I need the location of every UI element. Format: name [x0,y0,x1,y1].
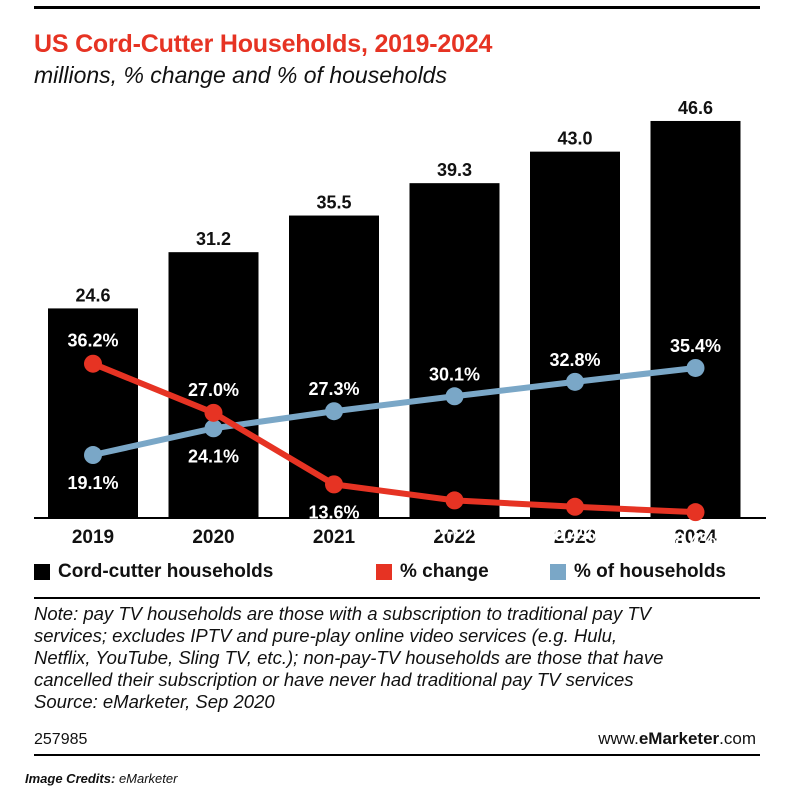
note-line: Note: pay TV households are those with a… [34,603,652,624]
bottom-rule [34,754,760,756]
bar-2023 [530,151,620,518]
x-tick-label: 2019 [72,527,114,548]
change-data-label: 10.6% [429,518,480,538]
share-data-label: 24.1% [188,446,239,466]
legend-swatch-change [376,564,392,580]
chart-plot: 24.6 31.2 35.5 39.3 43.0 46.6 2019 2020 2021 2022… [34,97,766,550]
brand-prefix: www. [598,729,639,748]
x-tick-label: 2021 [313,527,356,548]
chart-id: 257985 [34,731,88,748]
x-tick-label: 2022 [433,527,475,548]
legend-label-change: % change [400,561,489,582]
chart-title: US Cord-Cutter Households, 2019-2024 [34,30,493,58]
legend-label-share: % of households [574,561,726,582]
share-point-2023 [566,372,584,391]
brand-url[interactable]: www.eMarketer.com [598,729,756,749]
share-point-2020 [204,419,223,438]
legend: Cord-cutter households % change % of hou… [34,561,764,585]
x-tick-label: 2020 [192,527,234,548]
bar-2021 [289,215,379,519]
legend-item-bars: Cord-cutter households [34,561,273,583]
credits-label: Image Credits: [25,771,116,786]
share-point-2021 [325,402,343,421]
chart-note: Note: pay TV households are those with a… [34,603,764,713]
top-rule [34,6,760,9]
bar-value-label: 24.6 [75,285,110,305]
change-data-label: 13.6% [308,502,359,522]
note-rule [34,597,760,599]
share-data-label: 19.1% [67,473,118,493]
change-data-label: 27.0% [188,380,239,400]
change-data-label: 8.4% [675,530,716,550]
change-point-2021 [325,475,343,494]
legend-swatch-share [550,564,566,580]
bar-2022 [409,183,500,518]
bar-2024 [650,120,741,518]
change-point-2023 [566,497,584,516]
x-tick-label: 2024 [674,527,717,548]
image-credits: Image Credits: eMarketer [25,771,177,786]
bar-value-label: 35.5 [316,193,351,213]
source-line: Source: eMarketer, Sep 2020 [34,691,275,712]
share-line [90,364,699,459]
change-data-label: 9.4% [554,525,595,545]
change-line [90,360,699,516]
share-point-2022 [445,387,464,406]
legend-item-change: % change [376,561,489,583]
note-line: Netflix, YouTube, Sling TV, etc.); non-p… [34,647,664,668]
credits-source: eMarketer [118,771,178,786]
bar-2020 [168,252,259,518]
bar-2019 [48,308,138,518]
change-point-2019 [84,354,102,373]
bar-value-label: 46.6 [678,98,713,118]
change-data-label: 36.2% [67,331,118,351]
legend-swatch-bars [34,564,50,580]
change-point-2022 [445,491,464,510]
share-point-2019 [84,446,102,465]
note-line: cancelled their subscription or have nev… [34,669,634,690]
brand-name: eMarketer [638,729,720,748]
legend-item-share: % of households [550,561,726,583]
share-data-label: 30.1% [429,364,480,384]
chart-subtitle: millions, % change and % of households [34,62,447,88]
bar-value-label: 39.3 [437,160,472,180]
share-data-label: 27.3% [308,379,359,399]
brand-suffix: .com [719,729,756,748]
change-point-2024 [686,503,705,522]
legend-label-bars: Cord-cutter households [58,561,274,582]
share-point-2024 [686,358,705,377]
bar-value-label: 43.0 [557,129,592,149]
bar-value-label: 31.2 [196,229,231,249]
share-data-label: 35.4% [670,336,721,356]
change-point-2020 [204,403,223,422]
note-line: services; excludes IPTV and pure-play on… [34,625,618,646]
share-data-label: 32.8% [549,350,600,370]
x-tick-label: 2023 [554,527,596,548]
